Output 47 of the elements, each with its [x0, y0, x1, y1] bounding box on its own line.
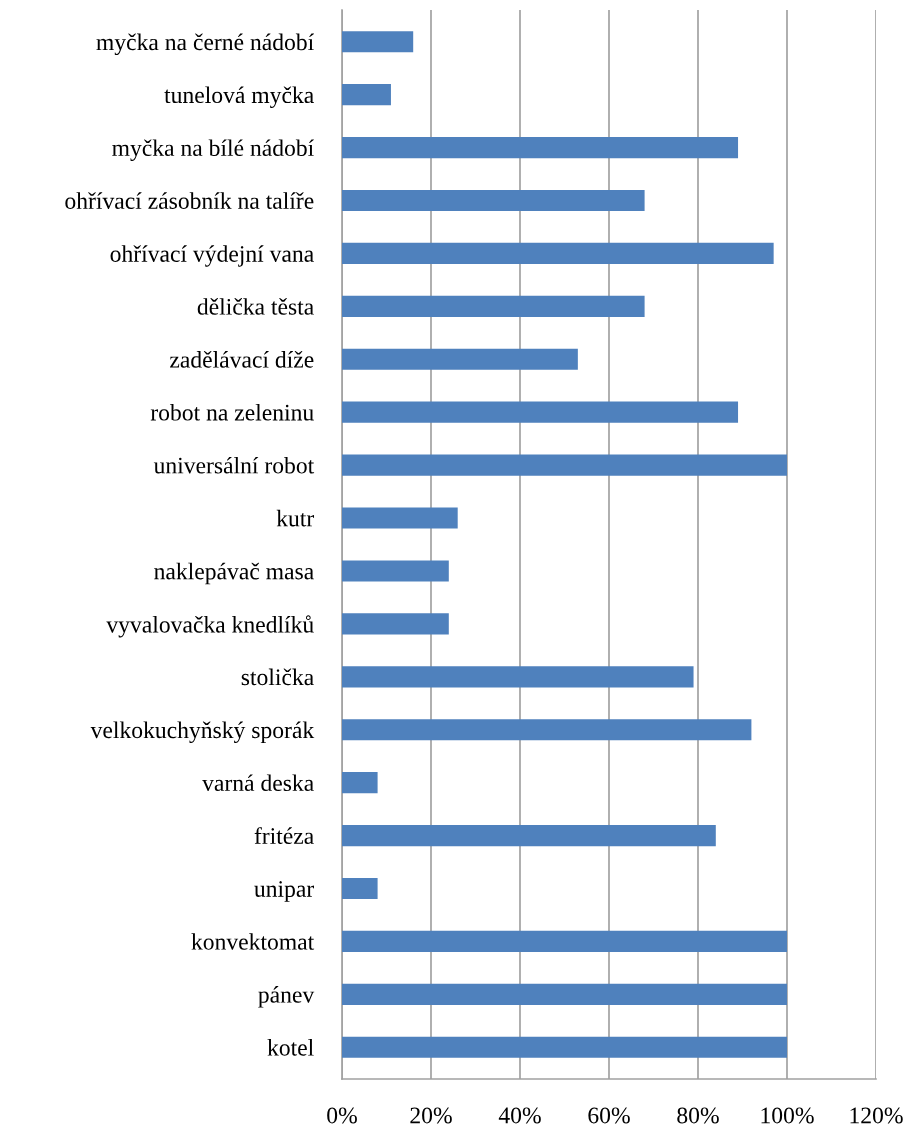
y-tick-label: kotel — [267, 1039, 314, 1056]
y-tick-label: myčka na bílé nádobí — [112, 139, 314, 161]
bar — [342, 877, 378, 900]
bar — [342, 983, 787, 1005]
y-tick-label: velkokuchyňský sporák — [90, 721, 315, 744]
bar — [342, 930, 787, 952]
y-tick-label: zadělávací díže — [170, 351, 314, 368]
y-tick-label: unipar — [254, 881, 315, 902]
bar — [342, 31, 414, 53]
bar — [342, 666, 694, 688]
y-tick-label: tunelová myčka — [164, 86, 314, 108]
y-tick-label: pánev — [258, 986, 315, 1008]
y-tick-label: stolička — [241, 668, 314, 686]
x-tick-label: 100% — [761, 1107, 814, 1124]
x-tick-label: 120% — [850, 1107, 903, 1124]
x-tick-label: 60% — [588, 1107, 630, 1124]
bar — [342, 84, 391, 106]
y-tick-label: kutr — [276, 509, 315, 527]
bar — [342, 1036, 787, 1058]
y-tick-label: myčka na černé nádobí — [96, 33, 314, 56]
y-tick-label: varná deska — [202, 774, 314, 792]
bar — [342, 454, 787, 476]
y-tick-label: konvektomat — [191, 933, 315, 950]
bar — [342, 560, 449, 582]
y-tick-label: robot na zeleninu — [150, 404, 314, 421]
bar — [342, 401, 739, 423]
bar — [342, 772, 378, 794]
x-tick-label: 20% — [410, 1107, 452, 1124]
bar — [342, 824, 716, 847]
x-tick-label: 80% — [677, 1107, 719, 1124]
bar — [342, 613, 449, 635]
y-tick-label: universální robot — [153, 456, 315, 474]
x-tick-label: 40% — [498, 1107, 541, 1124]
bar — [342, 348, 578, 370]
y-tick-label: ohřívací výdejní vana — [110, 245, 314, 267]
bar — [342, 137, 739, 159]
bar — [342, 507, 458, 529]
y-tick-label: vyvalovačka knedlíků — [106, 615, 314, 638]
y-tick-label: dělička těsta — [197, 298, 314, 315]
bar — [342, 295, 645, 317]
y-tick-label: ohřívací zásobník na talíře — [65, 192, 314, 209]
bar — [342, 719, 752, 741]
bar — [342, 242, 774, 265]
y-tick-label: fritéza — [254, 827, 314, 844]
bar — [342, 189, 645, 212]
y-tick-label: naklepávač masa — [154, 562, 314, 585]
x-tick-label: 0% — [327, 1107, 357, 1124]
